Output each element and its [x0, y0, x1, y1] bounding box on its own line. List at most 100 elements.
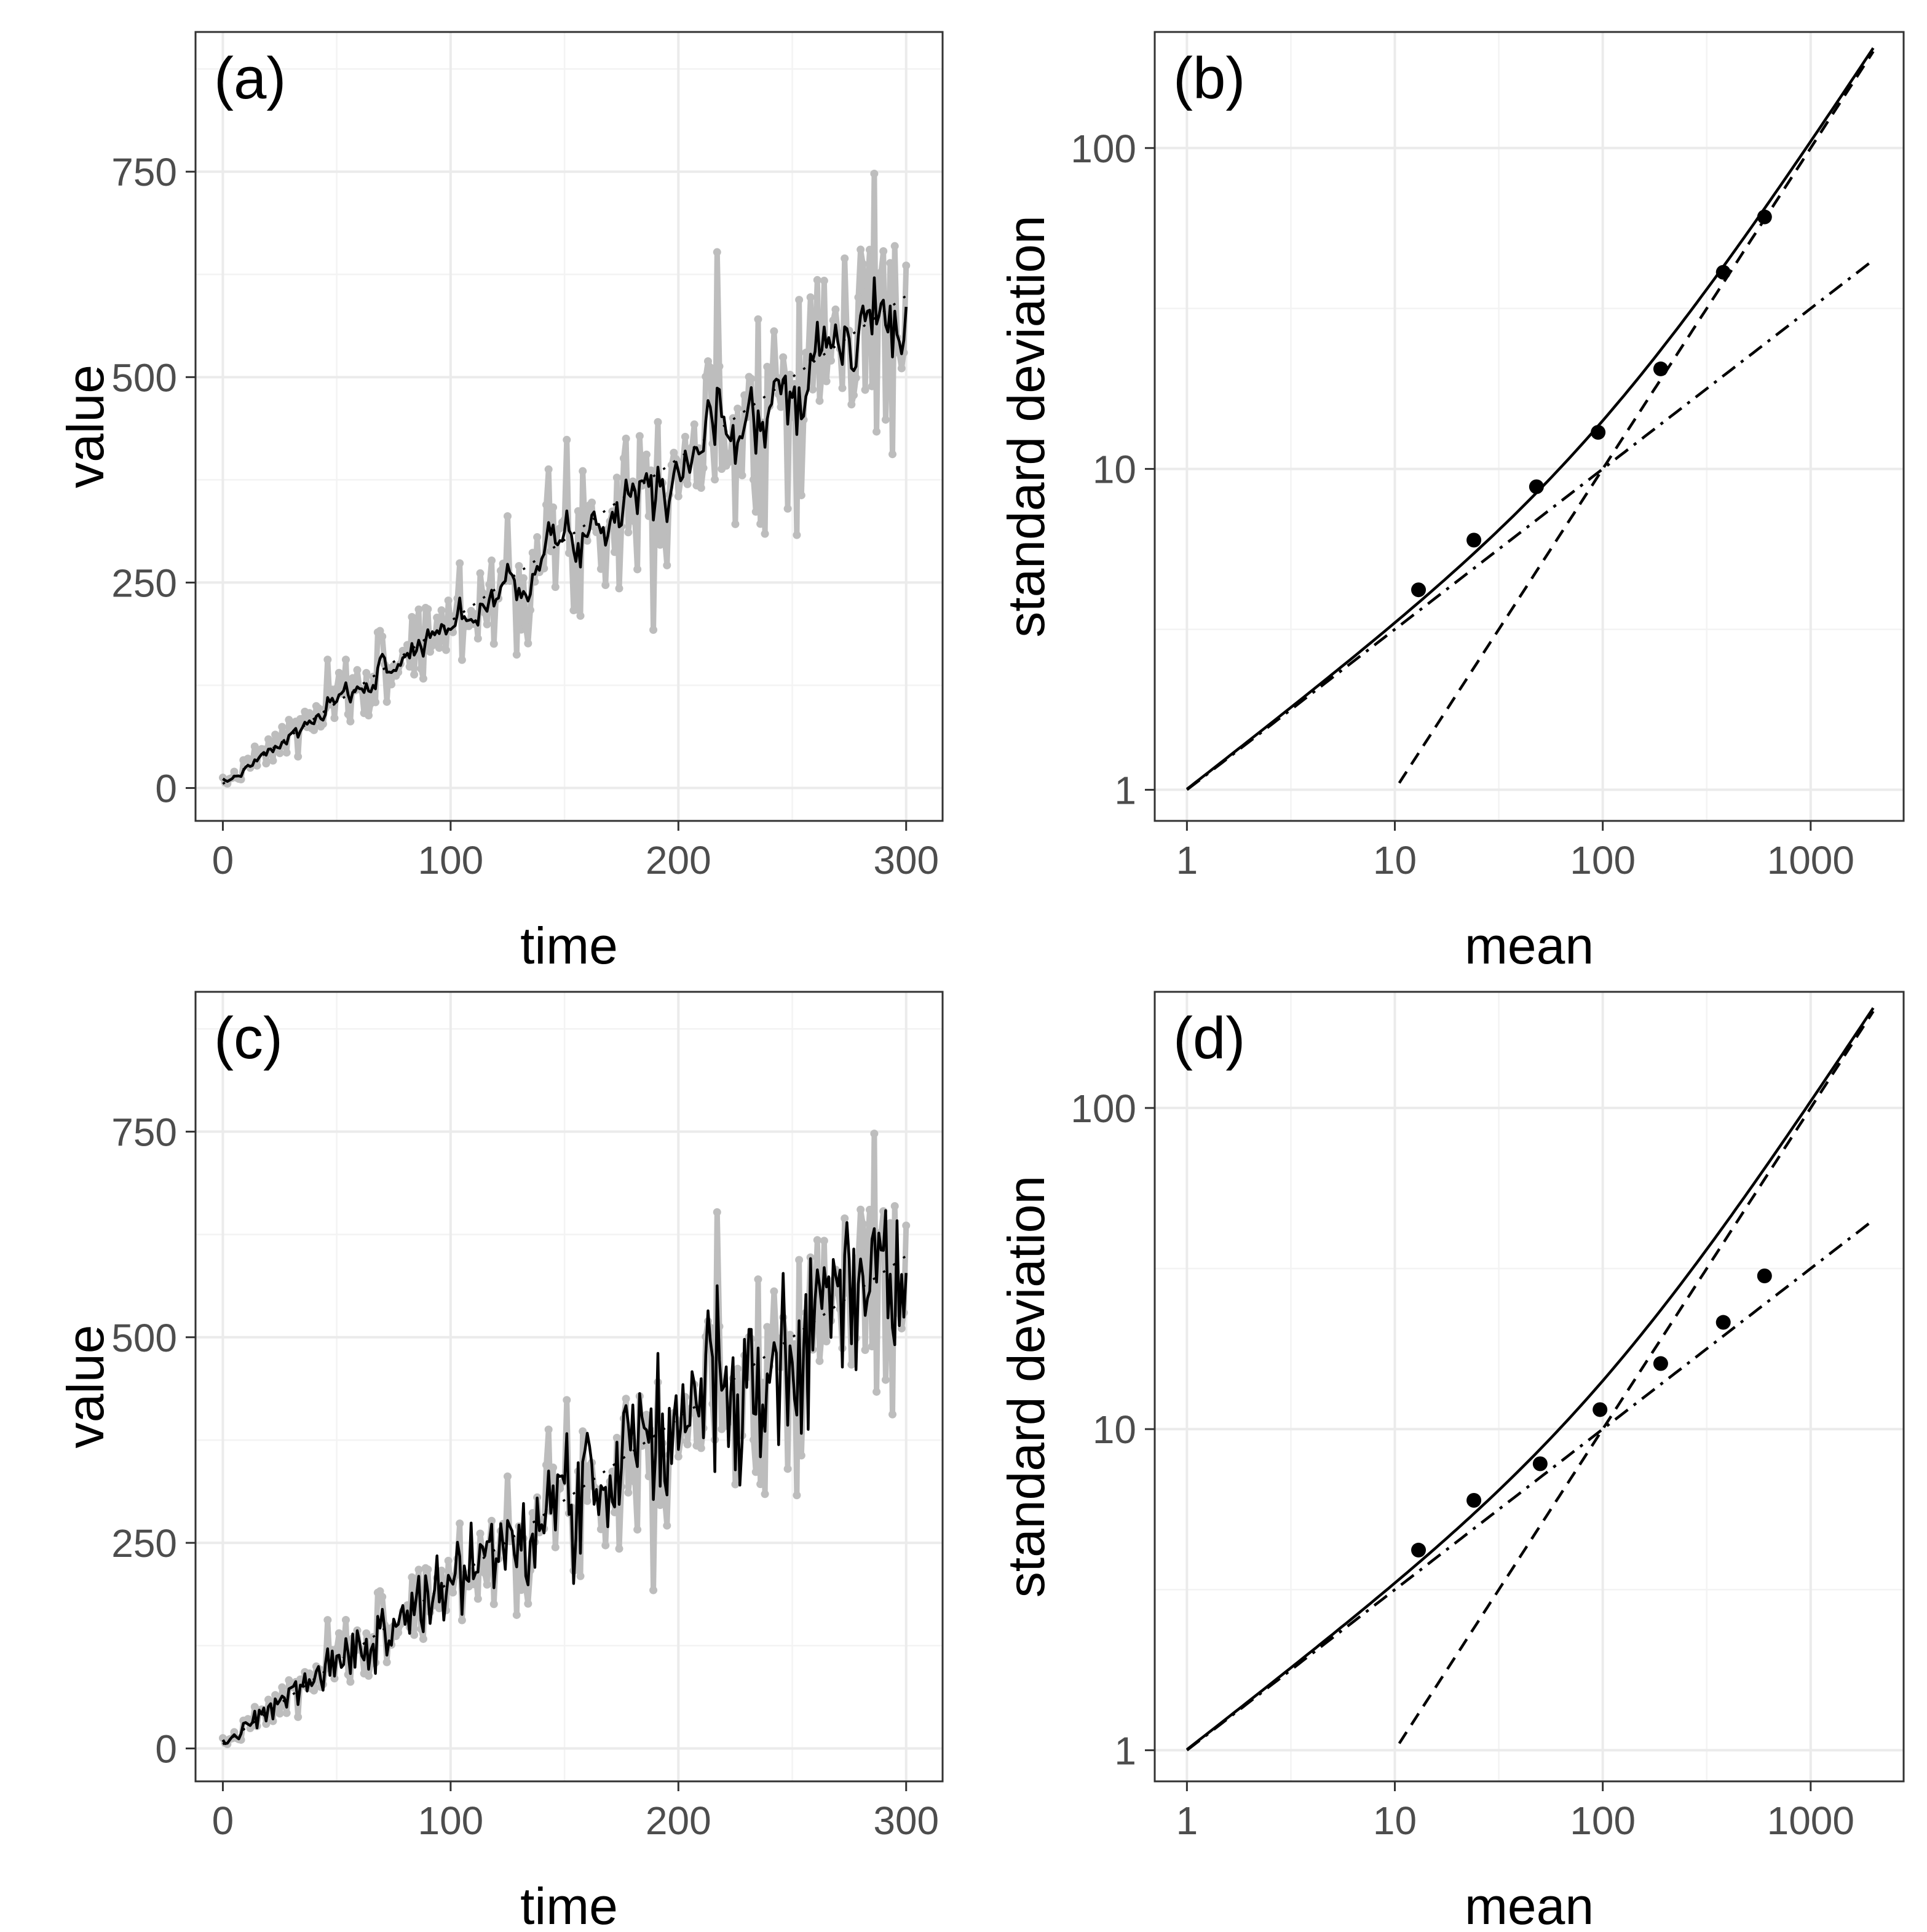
sd-point: [1757, 209, 1772, 224]
observed-point: [387, 680, 396, 689]
curve-dotdash: [1186, 1219, 1874, 1752]
observed-point: [841, 254, 849, 263]
observed-point: [790, 380, 799, 389]
observed-point: [615, 1545, 623, 1553]
observed-point: [314, 704, 323, 713]
observed-point: [457, 655, 466, 664]
observed-point: [619, 454, 628, 462]
observed-point: [863, 282, 872, 291]
observed-point: [503, 1472, 512, 1481]
observed-point: [417, 665, 425, 673]
observed-point: [847, 1360, 856, 1369]
observed-point: [750, 1436, 758, 1444]
observed-point: [319, 719, 327, 728]
observed-point: [483, 620, 491, 628]
panel-label: (b): [1173, 46, 1245, 111]
observed-point: [628, 477, 637, 486]
observed-point: [305, 1669, 314, 1677]
observed-point: [528, 548, 537, 557]
observed-point: [271, 730, 280, 739]
observed-point: [870, 169, 879, 178]
observed-point: [872, 1387, 881, 1396]
observed-point: [660, 534, 669, 543]
observed-point: [713, 248, 721, 256]
observed-point: [262, 1720, 271, 1728]
observed-point: [512, 651, 521, 659]
observed-point: [378, 1593, 387, 1601]
observed-point: [724, 458, 733, 467]
y-tick-label: 1: [1114, 1728, 1136, 1773]
observed-point: [526, 606, 535, 614]
panel-label: (a): [214, 46, 286, 111]
observed-point: [633, 565, 642, 574]
observed-point: [579, 1427, 587, 1436]
observed-point: [403, 1601, 411, 1610]
observed-point: [512, 1610, 521, 1619]
observed-point: [783, 504, 792, 513]
x-tick-label: 100: [417, 1799, 483, 1843]
observed-point: [435, 1604, 443, 1612]
y-tick-label: 750: [111, 150, 177, 194]
observed-point: [499, 560, 507, 568]
trend-line: [222, 295, 907, 785]
observed-point: [786, 370, 794, 379]
x-axis-title: mean: [1465, 917, 1594, 975]
panel-border: [1153, 31, 1905, 822]
observed-point: [734, 1364, 742, 1373]
observed-point: [519, 574, 528, 582]
observed-point: [884, 346, 892, 354]
sd-point: [1653, 1356, 1668, 1371]
observed-point: [667, 461, 676, 469]
observed-point: [382, 1658, 391, 1666]
observed-point: [433, 613, 441, 622]
y-tick-label: 10: [1093, 448, 1136, 492]
observed-point: [727, 448, 735, 457]
observed-point: [341, 655, 350, 664]
observed-point: [622, 434, 630, 443]
observed-point: [601, 580, 610, 589]
observed-point: [751, 507, 760, 516]
observed-point: [611, 548, 619, 556]
observed-point: [674, 492, 683, 501]
y-tick-label: 0: [155, 1727, 177, 1772]
trend-line: [222, 1254, 907, 1746]
observed-point: [410, 1631, 419, 1639]
observed-point: [793, 531, 801, 539]
panel-b: 1 10 100 1000 1 10 100 mean standard deviation (b…: [997, 31, 1905, 975]
observed-point: [412, 626, 421, 635]
y-tick-label: 100: [1070, 127, 1136, 171]
fitted-series-line: [222, 276, 908, 783]
observed-point: [488, 1516, 496, 1525]
x-tick-label: 10: [1373, 1799, 1417, 1843]
observed-point: [627, 1465, 635, 1473]
observed-point: [547, 547, 555, 555]
observed-point: [382, 697, 391, 706]
y-axis-title: standard deviation: [997, 1176, 1055, 1597]
observed-point: [734, 405, 742, 413]
observed-point: [414, 605, 423, 614]
observed-point: [426, 647, 435, 656]
observed-point: [777, 403, 785, 411]
observed-point: [515, 562, 523, 571]
observed-point: [838, 384, 847, 392]
observed-point: [449, 1588, 457, 1597]
panel-border: [1153, 991, 1905, 1783]
observed-point: [480, 1569, 489, 1577]
observed-point: [735, 459, 744, 467]
observed-point: [763, 1323, 772, 1331]
observed-point: [444, 596, 453, 605]
observed-point: [642, 1411, 651, 1419]
observed-point: [528, 1509, 537, 1518]
x-tick-label: 100: [1570, 1799, 1636, 1843]
observed-point: [264, 1695, 273, 1704]
observed-point: [294, 752, 303, 761]
observed-point: [852, 374, 860, 382]
x-tick-label: 10: [1373, 838, 1417, 882]
observed-point: [627, 504, 635, 513]
observed-point: [631, 518, 639, 526]
observed-point: [503, 512, 512, 520]
x-tick-label: 100: [1570, 838, 1636, 882]
observed-point: [576, 611, 585, 620]
y-tick-label: 250: [111, 1521, 177, 1566]
plot-area: [196, 32, 943, 821]
